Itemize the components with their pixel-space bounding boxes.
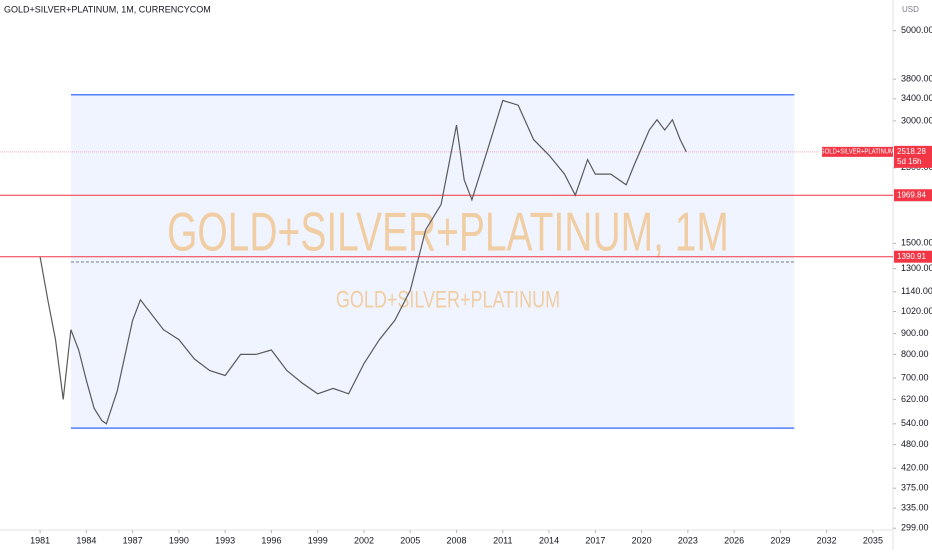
y-tick-label: 620.00 <box>901 394 929 404</box>
y-tick-label: 1020.00 <box>901 306 932 316</box>
y-tick-label: 5000.00 <box>901 25 932 35</box>
y-tick-label: 299.00 <box>901 523 929 533</box>
axis-unit: USD <box>902 5 919 14</box>
last-price-label: 2518.28 <box>897 147 926 156</box>
x-tick-label: 2023 <box>678 535 698 545</box>
y-tick-label: 3000.00 <box>901 115 932 125</box>
watermark-main: GOLD+SILVER+PLATINUM, 1M <box>167 202 729 263</box>
y-tick-label: 700.00 <box>901 372 929 382</box>
countdown: 5d 16h <box>897 157 921 166</box>
y-tick-label: 1300.00 <box>901 263 932 273</box>
x-tick-label: 2005 <box>400 535 420 545</box>
plot: 5000.003800.003400.003000.002300.001500.… <box>0 25 932 545</box>
x-tick-label: 2008 <box>447 535 467 545</box>
price-tag <box>894 189 932 202</box>
x-tick-label: 2029 <box>770 535 790 545</box>
price-tag <box>894 250 932 263</box>
price-tag-label: 1969.84 <box>897 190 926 199</box>
watermark-sub: GOLD+SILVER+PLATINUM <box>336 287 560 313</box>
y-tick-label: 420.00 <box>901 463 929 473</box>
range-box <box>70 94 795 429</box>
x-tick-label: 2035 <box>863 535 883 545</box>
y-tick-label: 540.00 <box>901 418 929 428</box>
chart-title: GOLD+SILVER+PLATINUM, 1M, CURRENCYCOM <box>4 4 211 14</box>
y-tick-label: 1140.00 <box>901 286 932 296</box>
y-tick-label: 3800.00 <box>901 74 932 84</box>
last-price-tag <box>894 145 932 168</box>
x-tick-label: 1993 <box>215 535 235 545</box>
price-line <box>39 99 687 425</box>
x-tick-label: 1981 <box>30 535 50 545</box>
y-tick-label: 375.00 <box>901 483 929 493</box>
x-tick-label: 2014 <box>539 535 559 545</box>
x-tick-label: 1990 <box>169 535 189 545</box>
x-tick-label: 1984 <box>76 535 96 545</box>
y-tick-label: 800.00 <box>901 349 929 359</box>
x-tick-label: 2032 <box>817 535 837 545</box>
symbol-tag <box>822 146 893 157</box>
x-tick-label: 2002 <box>354 535 374 545</box>
y-tick-label: 480.00 <box>901 439 929 449</box>
y-tick-label: 335.00 <box>901 503 929 513</box>
y-tick-label: 3400.00 <box>901 93 932 103</box>
x-tick-label: 2026 <box>724 535 744 545</box>
x-tick-label: 1996 <box>261 535 281 545</box>
price-tag-label: 1390.91 <box>897 252 926 261</box>
y-tick-label: 900.00 <box>901 328 929 338</box>
x-tick-label: 2017 <box>585 535 605 545</box>
x-tick-label: 1999 <box>308 535 328 545</box>
x-tick-label: 1987 <box>123 535 143 545</box>
x-tick-label: 2011 <box>493 535 512 545</box>
x-tick-label: 2020 <box>632 535 652 545</box>
y-tick-label: 1500.00 <box>901 238 932 248</box>
symbol-tag-label: GOLD+SILVER+PLATINUM <box>820 148 894 156</box>
